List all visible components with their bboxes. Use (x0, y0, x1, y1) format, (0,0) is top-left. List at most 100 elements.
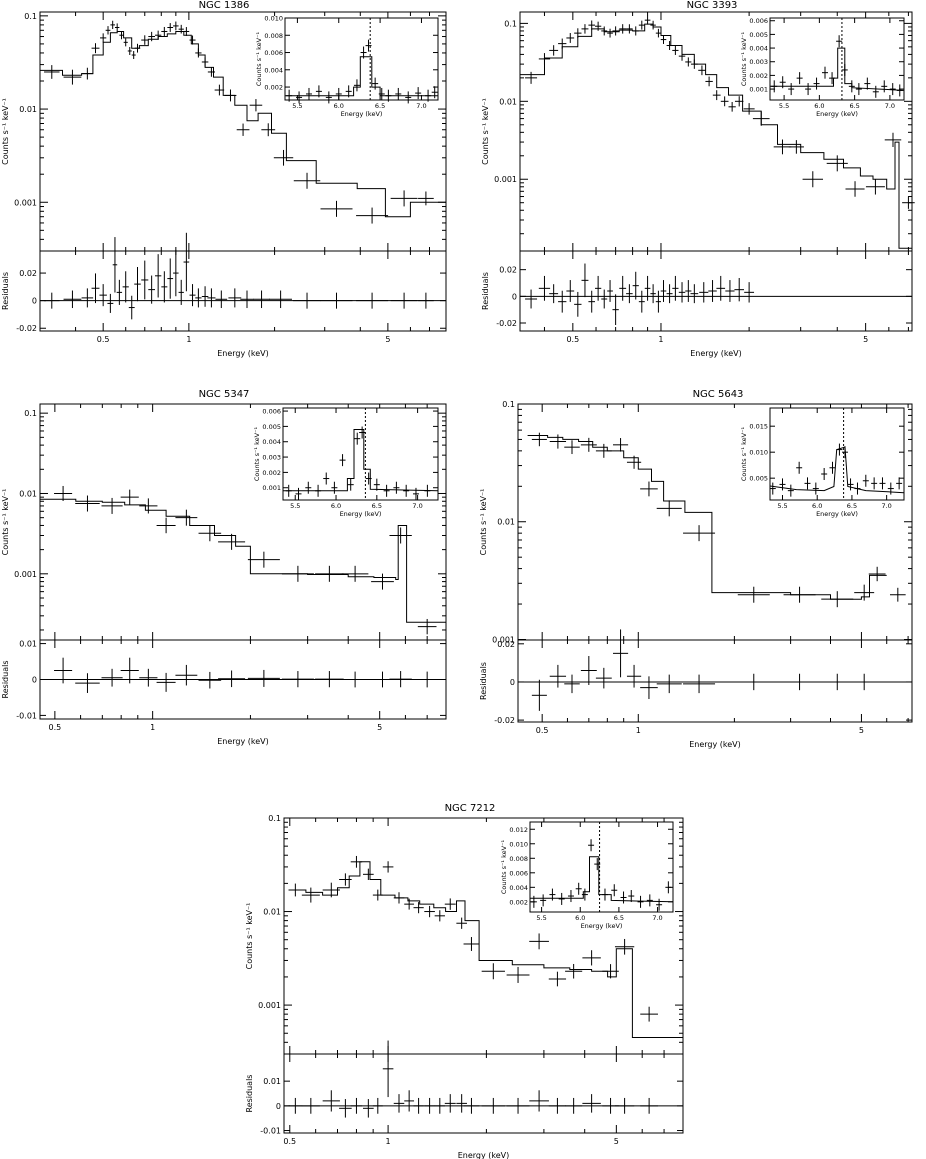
inset-y-tick-label: 0.010 (749, 449, 768, 457)
model-curve (40, 31, 446, 218)
residual-plot-frame (517, 639, 913, 723)
panel-ngc-1386: NGC 1386 0.1 0.01 0.001 0.5 1 5 Energy (keV) Co… (1, 0, 447, 358)
inset-y-axis-label: Counts s⁻¹ keV⁻¹ (500, 839, 508, 894)
inset-x-axis-label: Energy (keV) (816, 510, 858, 518)
panel-ngc-7212: NGC 7212 0.1 0.01 0.001 0.5 1 5 Energy (keV) Co… (245, 803, 684, 1159)
inset-x-tick-label: 7.0 (416, 102, 426, 110)
inset-y-tick-label: 0.005 (749, 475, 768, 483)
panel-title: NGC 3393 (687, 0, 738, 11)
y-tick-label: 0.1 (502, 400, 515, 409)
y-axis-label: Counts s⁻¹ keV⁻¹ (245, 903, 254, 970)
model-curve (40, 498, 446, 623)
inset-x-tick-label: 5.5 (290, 502, 300, 510)
inset-y-axis-label: Counts s⁻¹ keV⁻¹ (740, 426, 748, 481)
y-tick-label: 0.001 (14, 570, 37, 579)
inset-y-tick-label: 0.005 (749, 31, 768, 39)
x-tick-label: 0.5 (283, 1137, 296, 1146)
inset-y-tick-label: 0.005 (262, 423, 281, 431)
res-y-tick-label: -0.02 (16, 324, 37, 333)
inset-x-axis-label: Energy (keV) (816, 110, 858, 118)
x-tick-label: 5 (377, 723, 382, 732)
inset-y-axis-label: Counts s⁻¹ keV⁻¹ (253, 426, 261, 481)
res-y-tick-label: -0.02 (496, 319, 517, 328)
residual-plot-frame (519, 250, 913, 332)
x-axis-label: Energy (keV) (690, 349, 742, 358)
residual-plot-frame (283, 1053, 684, 1134)
res-y-tick-label: 0.02 (19, 269, 37, 278)
y-tick-label: 0.001 (494, 175, 517, 184)
inset-model-curve (283, 429, 439, 492)
inset-y-tick-label: 0.012 (509, 826, 528, 834)
residual-axis-label: Residuals (481, 272, 490, 310)
y-tick-label: 0.01 (263, 908, 281, 917)
inset-x-tick-label: 6.0 (575, 914, 585, 922)
inset-y-axis-label: Counts s⁻¹ keV⁻¹ (740, 31, 748, 86)
res-y-tick-label: 0.01 (19, 640, 37, 649)
residual-axis-label: Residuals (1, 661, 10, 699)
residual-axis-label: Residuals (245, 1075, 254, 1113)
x-axis-label: Energy (keV) (458, 1151, 510, 1159)
x-tick-label: 5 (614, 1137, 619, 1146)
y-tick-label: 0.001 (14, 198, 37, 207)
inset-x-tick-label: 6.5 (849, 102, 859, 110)
y-tick-label: 0.01 (499, 97, 517, 106)
res-y-tick-label: -0.02 (494, 716, 515, 725)
inset-y-tick-label: 0.006 (509, 869, 528, 877)
inset-x-tick-label: 6.0 (331, 502, 341, 510)
inset-x-tick-label: 6.5 (614, 914, 624, 922)
inset-y-tick-label: 0.003 (262, 454, 281, 462)
panel-ngc-3393: NGC 3393 0.1 0.01 0.001 0.5 1 5 Energy (keV) Co… (481, 0, 915, 358)
x-tick-label: 0.5 (48, 723, 61, 732)
y-tick-label: 0.01 (19, 105, 37, 114)
inset-frame (769, 407, 905, 501)
y-axis-label: Counts s⁻¹ keV⁻¹ (481, 98, 490, 165)
inset-x-tick-label: 6.5 (375, 102, 385, 110)
x-tick-label: 1 (150, 723, 155, 732)
y-axis-label: Counts s⁻¹ keV⁻¹ (1, 98, 10, 165)
x-axis-label: Energy (keV) (217, 349, 269, 358)
inset-y-tick-label: 0.003 (749, 58, 768, 66)
inset-x-tick-label: 7.0 (412, 502, 422, 510)
inset-x-axis-label: Energy (keV) (340, 510, 382, 518)
inset-x-axis-label: Energy (keV) (581, 922, 623, 930)
inset-x-tick-label: 6.0 (814, 102, 824, 110)
x-tick-label: 1 (658, 335, 663, 344)
inset-y-tick-label: 0.002 (264, 84, 283, 92)
x-tick-label: 5 (859, 726, 864, 735)
inset-x-tick-label: 5.5 (779, 102, 789, 110)
inset-y-tick-label: 0.006 (749, 17, 768, 25)
res-y-tick-label: 0 (32, 676, 37, 685)
model-curve (527, 435, 887, 600)
inset-y-axis-label: Counts s⁻¹ keV⁻¹ (255, 31, 263, 86)
inset-plot: 5.5 6.0 6.5 7.0 0.002 0.004 0.006 0.008 0.010 Ene… (255, 15, 439, 118)
x-tick-label: 5 (385, 335, 390, 344)
inset-y-tick-label: 0.004 (264, 66, 283, 74)
inset-y-tick-label: 0.010 (264, 15, 283, 23)
inset-y-tick-label: 0.008 (509, 855, 528, 863)
inset-y-tick-label: 0.006 (262, 408, 281, 416)
y-tick-label: 0.1 (24, 409, 37, 418)
residual-axis-label: Residuals (479, 662, 488, 700)
inset-plot: 5.5 6.0 6.5 7.0 0.002 0.004 0.006 0.008 0.010 0.0… (500, 821, 674, 930)
inset-y-tick-label: 0.002 (749, 72, 768, 80)
x-tick-label: 1 (636, 726, 641, 735)
x-axis-label: Energy (keV) (217, 737, 269, 746)
res-y-tick-label: 0 (512, 292, 517, 301)
y-axis-label: Counts s⁻¹ keV⁻¹ (1, 489, 10, 556)
inset-x-tick-label: 6.5 (847, 502, 857, 510)
inset-x-tick-label: 6.0 (334, 102, 344, 110)
res-y-tick-label: 0 (510, 678, 515, 687)
inset-x-tick-label: 7.0 (885, 102, 895, 110)
inset-y-tick-label: 0.006 (264, 49, 283, 57)
residual-plot-frame (39, 250, 447, 332)
panel-title: NGC 7212 (445, 803, 496, 814)
x-axis-label: Energy (keV) (689, 740, 741, 749)
panel-ngc-5643: NGC 5643 0.1 0.01 0.001 0.5 1 5 Energy (keV) Co… (479, 389, 913, 749)
res-y-tick-label: 0.02 (499, 266, 517, 275)
y-tick-label: 0.1 (268, 814, 281, 823)
res-y-tick-label: -0.01 (16, 711, 37, 720)
y-tick-label: 0.1 (504, 19, 517, 28)
panel-title: NGC 5347 (199, 389, 250, 400)
y-tick-label: 0.01 (497, 518, 515, 527)
